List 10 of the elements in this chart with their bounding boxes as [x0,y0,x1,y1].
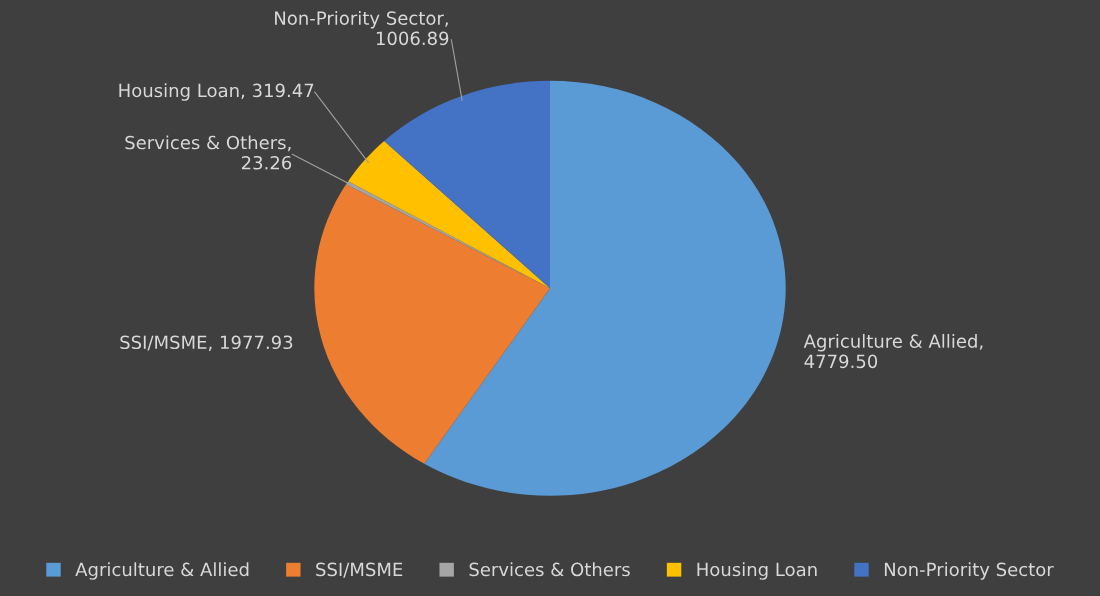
data-label: SSI/MSME, 1977.93 [120,335,293,351]
legend-label: SSI/MSME [316,562,403,578]
data-label: Non-Priority Sector, 1006.89 [275,10,449,46]
data-label: Services & Others, 23.26 [125,135,292,170]
data-label: Agriculture & Allied, 4779.50 [803,333,983,369]
legend-label: Housing Loan [697,562,817,580]
data-label: Housing Loan, 319.47 [119,83,314,101]
legend-label: Agriculture & Allied [75,562,249,580]
legend-label: Services & Others [469,562,630,577]
legend-label: Non-Priority Sector [884,562,1054,580]
